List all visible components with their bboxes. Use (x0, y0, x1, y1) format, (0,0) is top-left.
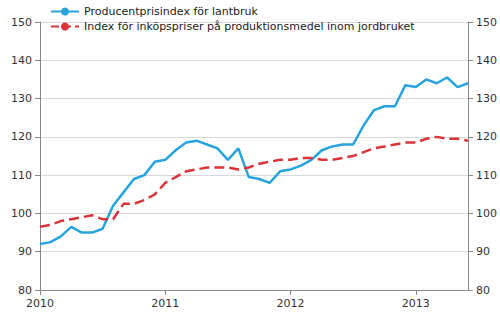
svg-text:100: 100 (11, 207, 32, 220)
svg-text:2010: 2010 (26, 297, 54, 310)
svg-text:140: 140 (11, 54, 32, 67)
svg-text:80: 80 (476, 284, 490, 297)
svg-text:150: 150 (11, 16, 32, 29)
svg-text:Producentprisindex för lantbru: Producentprisindex för lantbruk (84, 5, 259, 18)
svg-text:90: 90 (18, 245, 32, 258)
svg-text:80: 80 (18, 284, 32, 297)
svg-text:120: 120 (11, 130, 32, 143)
svg-text:2013: 2013 (402, 297, 430, 310)
svg-text:2012: 2012 (277, 297, 305, 310)
svg-text:90: 90 (476, 245, 490, 258)
svg-text:110: 110 (476, 169, 497, 182)
svg-text:140: 140 (476, 54, 497, 67)
svg-text:Index för inköpspriser på prod: Index för inköpspriser på produktionsmed… (84, 20, 415, 33)
svg-text:120: 120 (476, 130, 497, 143)
svg-text:130: 130 (11, 92, 32, 105)
svg-text:110: 110 (11, 169, 32, 182)
svg-text:150: 150 (476, 16, 497, 29)
svg-text:2011: 2011 (151, 297, 179, 310)
svg-text:100: 100 (476, 207, 497, 220)
svg-text:130: 130 (476, 92, 497, 105)
